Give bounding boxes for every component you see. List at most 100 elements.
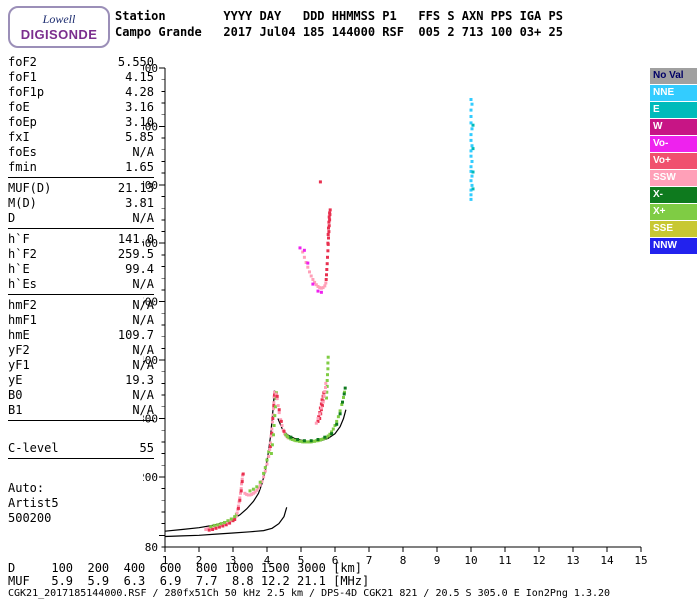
header-values-row: Campo Grande 2017 Jul04 185 144000 RSF 0… [115, 25, 563, 39]
param-row: D N/A [8, 211, 154, 226]
series-f2-descending-vo-plus [275, 394, 286, 433]
distance-row: D 100 200 400 600 800 1000 1500 3000 [km… [8, 561, 363, 575]
param-value: 4.15 [125, 70, 154, 84]
series-f1-trace-ssw [243, 462, 269, 497]
param-row: Auto: [8, 481, 154, 496]
legend-item-nnw: NNW [650, 238, 697, 254]
param-label: h`E [8, 262, 30, 276]
param-row: h`Es N/A [8, 277, 154, 292]
series-f1f2-cusp-vo-plus [268, 393, 276, 448]
param-value: 5.85 [125, 130, 154, 144]
svg-text:9: 9 [434, 554, 441, 567]
legend-item-vo-: Vo+ [650, 153, 697, 169]
series-f1f2-cusp-ssw [267, 390, 276, 458]
svg-text:11: 11 [498, 554, 511, 567]
param-label: foEs [8, 145, 37, 159]
param-row: B1 N/A [8, 403, 154, 418]
param-row: yF1 N/A [8, 358, 154, 373]
series-f2-floor-x-minus [289, 386, 347, 443]
param-row: foE 3.16 [8, 100, 154, 115]
param-value: N/A [132, 343, 154, 357]
series-second-hop-vo-minus [298, 246, 323, 294]
svg-text:80: 80 [145, 541, 158, 554]
param-label: C-level [8, 441, 59, 455]
param-row: MUF(D) 21.13 [8, 181, 154, 196]
series-second-hop-vo-plus [318, 180, 332, 281]
param-value: N/A [132, 298, 154, 312]
param-value: N/A [132, 388, 154, 402]
svg-text:6: 6 [332, 554, 339, 567]
legend-item-nne: NNE [650, 85, 697, 101]
legend-item-w: W [650, 119, 697, 135]
series-second-hop-ssw [301, 250, 328, 290]
param-label: yF2 [8, 343, 30, 357]
param-value: 3.81 [125, 196, 154, 210]
legend-item-x-: X+ [650, 204, 697, 220]
param-label: foF1p [8, 85, 45, 99]
param-row: fmin 1.65 [8, 160, 154, 175]
series-oblique-e [471, 123, 475, 191]
svg-text:7: 7 [366, 554, 373, 567]
svg-text:12: 12 [532, 554, 545, 567]
status-line: CGK21_2017185144000.RSF / 280fx51Ch 50 k… [8, 588, 611, 599]
param-label: M(D) [8, 196, 37, 210]
legend-item-no-val: No Val [650, 68, 697, 84]
param-group: Auto: Artist5 500200 [8, 481, 154, 528]
param-value: N/A [132, 313, 154, 327]
svg-text:14: 14 [600, 554, 614, 567]
param-label: hmE [8, 328, 30, 342]
param-row: h`F 141.0 [8, 232, 154, 247]
svg-text:13: 13 [566, 554, 579, 567]
param-group: h`F 141.0 h`F2 259.5 h`E 99.4 h`Es N/A [8, 232, 154, 295]
param-row: Artist5 [8, 496, 154, 511]
series-f2-descending-ssw [274, 392, 290, 440]
param-group: MUF(D) 21.13 M(D) 3.81 D N/A [8, 181, 154, 229]
param-value: 55 [139, 441, 154, 455]
param-label: MUF(D) [8, 181, 52, 195]
param-row: 500200 [8, 511, 154, 526]
series-f2-overlay-ssw [314, 381, 328, 425]
param-value: N/A [132, 403, 154, 417]
series-f1-trace-x-plus [248, 450, 271, 493]
svg-text:3: 3 [230, 554, 237, 567]
param-label: h`F [8, 232, 30, 246]
param-row: M(D) 3.81 [8, 196, 154, 211]
svg-text:300: 300 [143, 412, 158, 425]
param-value: 3.16 [125, 100, 154, 114]
param-label: hmF1 [8, 313, 37, 327]
parameter-panel: foF2 5.550 foF1 4.15 foF1p 4.28 foE 3.16 foEp 3.1… [8, 55, 154, 531]
param-row: fxI 5.85 [8, 130, 154, 145]
param-row: foEs N/A [8, 145, 154, 160]
svg-text:1: 1 [162, 554, 169, 567]
param-value: 3.10 [125, 115, 154, 129]
legend-item-ssw: SSW [650, 170, 697, 186]
param-row: foF1 4.15 [8, 70, 154, 85]
param-row: foF1p 4.28 [8, 85, 154, 100]
svg-text:4: 4 [264, 554, 271, 567]
param-value: 1.65 [125, 160, 154, 174]
svg-text:8: 8 [400, 554, 407, 567]
param-row: foEp 3.10 [8, 115, 154, 130]
param-value: 21.13 [117, 181, 154, 195]
svg-text:700: 700 [143, 179, 158, 192]
series-oblique-nne [469, 98, 474, 201]
param-value: N/A [132, 358, 154, 372]
param-value: 5.550 [117, 55, 154, 69]
param-row: yF2 N/A [8, 343, 154, 358]
param-label: yE [8, 373, 23, 387]
series-f2-spike-x-plus [325, 355, 330, 400]
logo-digisonde-text: DIGISONDE [20, 27, 98, 42]
digisonde-logo: Lowell DIGISONDE [8, 6, 110, 48]
param-label: hmF2 [8, 298, 37, 312]
param-label: D [8, 211, 16, 225]
svg-text:2: 2 [196, 554, 203, 567]
param-value: 259.5 [117, 247, 154, 261]
param-group: foF2 5.550 foF1 4.15 foF1p 4.28 foE 3.16 foEp 3.1… [8, 55, 154, 178]
legend-item-x-: X- [650, 187, 697, 203]
svg-text:500: 500 [143, 296, 158, 309]
param-label: foEp [8, 115, 37, 129]
param-value: N/A [132, 211, 154, 225]
logo-lowell-text: Lowell [42, 12, 76, 26]
param-row: hmF1 N/A [8, 313, 154, 328]
param-value: 4.28 [125, 85, 154, 99]
